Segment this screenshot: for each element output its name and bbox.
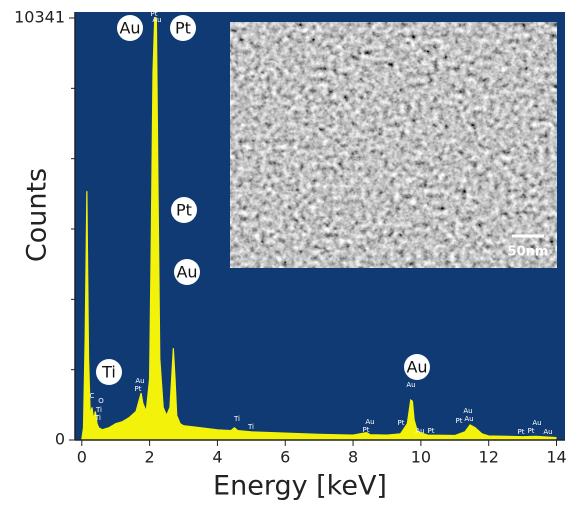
y-tick-label: 0 (55, 430, 65, 449)
peak-label-circle (117, 15, 143, 41)
x-axis-title: Energy [keV] (213, 471, 387, 502)
peak-label: Pt (176, 201, 192, 220)
minor-peak-label: Pt (428, 427, 435, 435)
peak-label: Ti (101, 363, 116, 382)
peak-label-circle (171, 197, 197, 223)
x-tick-label: 12 (479, 448, 499, 467)
y-tick-label: 10341 (14, 8, 65, 27)
minor-peak-label: Pt (135, 385, 142, 393)
peak-label: Au (119, 19, 140, 38)
x-tick-label: 6 (280, 448, 290, 467)
minor-peak-label: Pt (398, 419, 405, 427)
minor-peak-label: Au (415, 427, 424, 435)
minor-peak-label: Ti (94, 414, 101, 422)
peak-label: Au (176, 263, 197, 282)
x-tick-label: 14 (546, 448, 566, 467)
peak-label-circle (96, 359, 122, 385)
minor-peak-label: Au (135, 377, 144, 385)
minor-peak-label: Au (543, 428, 552, 436)
peak-label-circle (170, 15, 196, 41)
inset-image (230, 22, 557, 268)
x-tick-label: 8 (348, 448, 358, 467)
peak-label: Pt (175, 19, 191, 38)
minor-peak-label: Au (365, 418, 374, 426)
scale-label: 50nm (508, 245, 549, 260)
peak-label-circle (174, 259, 200, 285)
x-tick-label: 0 (77, 448, 87, 467)
minor-peak-label: Au (463, 407, 472, 415)
x-tick-label: 10 (411, 448, 431, 467)
minor-peak-label: O (98, 397, 104, 405)
x-tick-label: 2 (145, 448, 155, 467)
spectrum-line (81, 17, 557, 441)
minor-peak-label: Pt (456, 417, 463, 425)
peak-label-circle (404, 354, 430, 380)
x-tick-label: 4 (212, 448, 222, 467)
minor-peak-label: Au (464, 415, 473, 423)
sem-inset: 50nm (230, 22, 557, 268)
minor-peak-label: Au (406, 381, 415, 389)
minor-peak-label: Pt (151, 10, 158, 18)
minor-peak-label: Pt (528, 427, 535, 435)
minor-peak-label: C (90, 392, 95, 400)
minor-peak-label: Ti (233, 415, 240, 423)
minor-peak-label: Pt (518, 428, 525, 436)
minor-peak-label: Au (152, 16, 161, 24)
minor-peak-label: Pt (363, 426, 370, 434)
minor-peak-label: Ti (95, 406, 102, 414)
y-axis-title: Counts (22, 168, 53, 262)
minor-peak-label: Ti (247, 423, 254, 431)
minor-peak-label: Au (532, 419, 541, 427)
peak-label: Au (406, 358, 427, 377)
